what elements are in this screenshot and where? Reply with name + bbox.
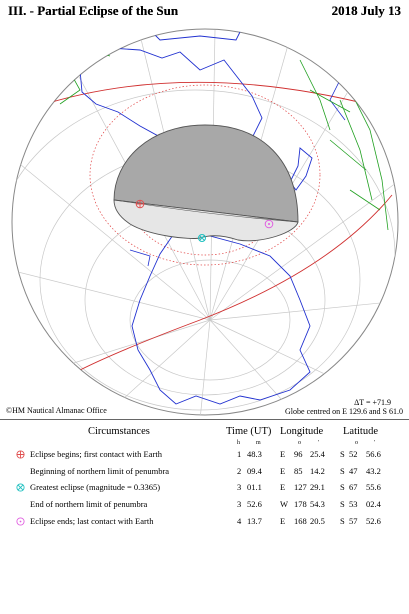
row-ns: S xyxy=(340,482,345,492)
row-ew: W xyxy=(280,499,289,509)
circle-dot-icon xyxy=(16,517,25,526)
row-lon-min: 25.4 xyxy=(310,449,325,459)
delta-t-text: ΔT = +71.9 xyxy=(354,398,391,407)
last-contact-marker xyxy=(264,219,274,229)
row-hours: 3 xyxy=(237,499,242,509)
row-ns: S xyxy=(340,516,345,526)
unit-lat-min: ' xyxy=(374,440,376,446)
row-lat-min: 43.2 xyxy=(366,466,381,476)
row-lat-min: 02.4 xyxy=(366,499,381,509)
row-minutes: 09.4 xyxy=(247,466,262,476)
page-title: III. - Partial Eclipse of the Sun xyxy=(8,3,179,18)
dotted-limit-circle-outer xyxy=(89,84,321,266)
first-contact-marker xyxy=(135,199,145,209)
row-hours: 3 xyxy=(237,482,242,492)
row-lat-deg: 57 xyxy=(349,516,358,526)
row-lat-min: 52.6 xyxy=(366,516,381,526)
row-lon-deg: 96 xyxy=(294,449,303,459)
row-label: End of northern limit of penumbra xyxy=(30,499,148,509)
row-ew: E xyxy=(280,466,286,476)
row-lon-min: 20.5 xyxy=(310,516,325,526)
credit-text: ©HM Nautical Almanac Office xyxy=(6,406,107,415)
globe-center-text: Globe centred on E 129.6 and S 61.0 xyxy=(285,407,403,416)
row-minutes: 13.7 xyxy=(247,516,262,526)
table-row: Beginning of northern limit of penumbra 2… xyxy=(0,466,409,482)
row-ew: E xyxy=(280,449,286,459)
row-ns: S xyxy=(340,449,345,459)
row-lon-min: 54.3 xyxy=(310,499,325,509)
unit-m: m xyxy=(256,440,261,446)
unit-h: h xyxy=(237,440,240,446)
circle-plus-icon xyxy=(16,450,25,459)
row-lon-min: 14.2 xyxy=(310,466,325,476)
header-time: Time (UT) xyxy=(226,426,272,437)
row-ew: E xyxy=(280,516,286,526)
header: III. - Partial Eclipse of the Sun 2018 J… xyxy=(0,0,409,22)
table-row: Eclipse ends; last contact with Earth 4 13… xyxy=(0,516,409,532)
page-title-overlay: III. - Partial Eclipse of the Sun xyxy=(8,3,179,18)
new-guinea-coastline xyxy=(149,29,241,41)
row-label: Eclipse begins; first contact with Earth xyxy=(30,449,162,459)
row-lon-deg: 127 xyxy=(294,482,307,492)
row-ns: S xyxy=(340,466,345,476)
penumbra-outer-band xyxy=(113,199,299,242)
table-row: End of northern limit of penumbra 3 52.6 W 1… xyxy=(0,499,409,515)
row-lon-deg: 85 xyxy=(294,466,303,476)
terminator-line-south xyxy=(79,194,393,371)
row-lat-min: 56.6 xyxy=(366,449,381,459)
row-minutes: 01.1 xyxy=(247,482,262,492)
unit-lon-min: ' xyxy=(318,440,320,446)
divider xyxy=(0,419,409,420)
header-latitude: Latitude xyxy=(343,426,378,437)
new-zealand-coastline xyxy=(289,147,313,191)
antarctica-coastline xyxy=(131,231,311,405)
row-label: Eclipse ends; last contact with Earth xyxy=(30,516,154,526)
row-lon-min: 29.1 xyxy=(310,482,325,492)
penumbra-inner-edge xyxy=(113,199,299,223)
row-hours: 2 xyxy=(237,466,242,476)
table-row: Greatest eclipse (magnitude = 0.3365) 3 01… xyxy=(0,482,409,498)
eclipse-date-overlay: 2018 July 13 xyxy=(331,3,401,18)
row-lon-deg: 178 xyxy=(294,499,307,509)
boundary-lines-east xyxy=(281,37,389,231)
penumbra-shadow xyxy=(113,124,299,223)
circle-cross-icon xyxy=(16,483,25,492)
row-hours: 4 xyxy=(237,516,242,526)
unit-lon-deg: o xyxy=(298,440,301,446)
row-minutes: 48.3 xyxy=(247,449,262,459)
row-ew: E xyxy=(280,482,286,492)
row-lat-deg: 47 xyxy=(349,466,358,476)
row-lat-deg: 52 xyxy=(349,449,358,459)
globe-map xyxy=(11,28,399,416)
header-overlay: III. - Partial Eclipse of the Sun 2018 J… xyxy=(0,0,409,22)
row-lon-deg: 168 xyxy=(294,516,307,526)
greatest-eclipse-marker xyxy=(198,234,206,242)
row-lat-min: 55.6 xyxy=(366,482,381,492)
header-circumstances: Circumstances xyxy=(88,426,150,437)
unit-lat-deg: o xyxy=(355,440,358,446)
row-hours: 1 xyxy=(237,449,242,459)
row-ns: S xyxy=(340,499,345,509)
header-longitude: Longitude xyxy=(280,426,324,437)
row-label: Beginning of northern limit of penumbra xyxy=(30,466,170,476)
row-lat-deg: 67 xyxy=(349,482,358,492)
row-label: Greatest eclipse (magnitude = 0.3365) xyxy=(30,482,161,492)
table-row: Eclipse begins; first contact with Earth… xyxy=(0,449,409,465)
eclipse-date: 2018 July 13 xyxy=(331,3,401,18)
row-lat-deg: 53 xyxy=(349,499,358,509)
row-minutes: 52.6 xyxy=(247,499,262,509)
